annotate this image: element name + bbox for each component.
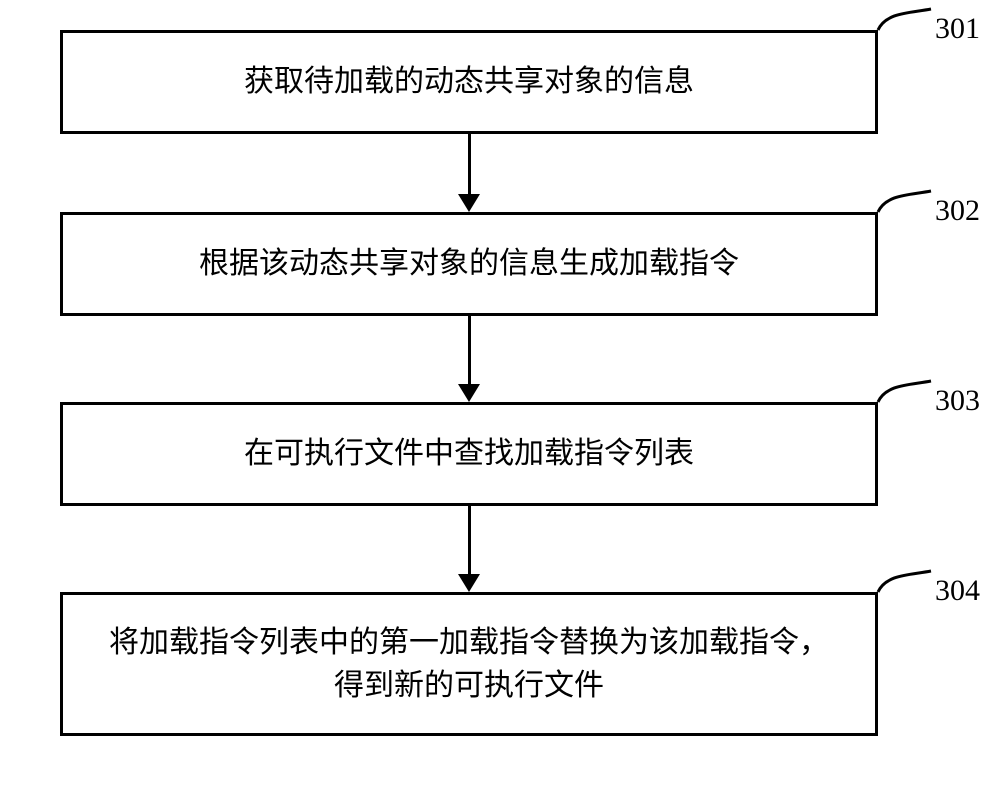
step-text-302: 根据该动态共享对象的信息生成加载指令 bbox=[199, 242, 739, 286]
step-box-302: 根据该动态共享对象的信息生成加载指令 bbox=[60, 212, 878, 316]
arrow-line-3 bbox=[468, 506, 471, 574]
step-box-301: 获取待加载的动态共享对象的信息 bbox=[60, 30, 878, 134]
arrow-head-3 bbox=[458, 574, 480, 592]
arrow-line-1 bbox=[468, 134, 471, 194]
step-label-303: 303 bbox=[935, 384, 980, 418]
step-text-301: 获取待加载的动态共享对象的信息 bbox=[244, 60, 694, 104]
step-text-303: 在可执行文件中查找加载指令列表 bbox=[244, 432, 694, 476]
arrow-line-2 bbox=[468, 316, 471, 384]
step-box-304: 将加载指令列表中的第一加载指令替换为该加载指令， 得到新的可执行文件 bbox=[60, 592, 878, 736]
callout-curve-302 bbox=[875, 185, 934, 215]
arrow-head-1 bbox=[458, 194, 480, 212]
arrow-head-2 bbox=[458, 384, 480, 402]
step-box-303: 在可执行文件中查找加载指令列表 bbox=[60, 402, 878, 506]
callout-curve-304 bbox=[875, 565, 934, 595]
step-label-302: 302 bbox=[935, 194, 980, 228]
callout-curve-303 bbox=[875, 375, 934, 405]
step-text-304: 将加载指令列表中的第一加载指令替换为该加载指令， 得到新的可执行文件 bbox=[109, 621, 829, 708]
step-label-304: 304 bbox=[935, 574, 980, 608]
step-label-301: 301 bbox=[935, 12, 980, 46]
flowchart-canvas: 获取待加载的动态共享对象的信息 301 根据该动态共享对象的信息生成加载指令 302 在… bbox=[0, 0, 1000, 812]
callout-curve-301 bbox=[875, 3, 934, 33]
